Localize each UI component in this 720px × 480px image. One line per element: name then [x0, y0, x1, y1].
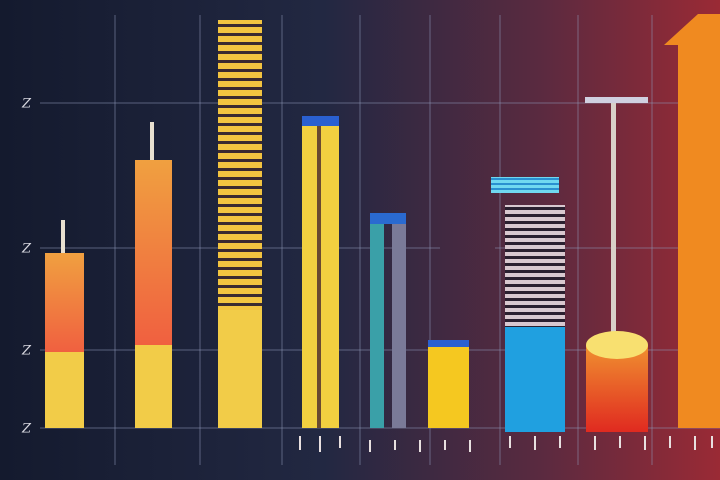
bar-segment — [218, 310, 262, 428]
antenna — [150, 122, 154, 160]
bar-cap — [491, 177, 559, 193]
cylinder — [586, 345, 648, 432]
bar-segment — [45, 352, 84, 428]
axis-label: Z — [21, 422, 32, 437]
cylinder-top — [586, 331, 648, 359]
bottom-ticks — [299, 436, 713, 452]
axis-label: Z — [21, 242, 32, 257]
bars — [45, 14, 720, 432]
bar-segment — [45, 253, 84, 352]
bar-segment — [135, 160, 172, 345]
bar-divider — [317, 126, 321, 428]
bar-segment — [135, 345, 172, 428]
pole — [611, 103, 616, 333]
bar-segment — [370, 224, 384, 428]
axis-label: Z — [21, 97, 32, 112]
bar-segment — [505, 205, 565, 327]
bar-segment — [218, 20, 262, 310]
bar-cap — [370, 213, 406, 224]
bar-segment — [392, 224, 406, 428]
axis-label: Z — [21, 344, 32, 359]
arrow-bar — [664, 14, 720, 428]
bar-segment — [505, 327, 565, 432]
bar-segment — [428, 347, 469, 428]
bar-cap — [428, 340, 469, 347]
bar-cap — [302, 116, 339, 126]
pole-top — [585, 97, 648, 103]
antenna — [61, 220, 65, 253]
